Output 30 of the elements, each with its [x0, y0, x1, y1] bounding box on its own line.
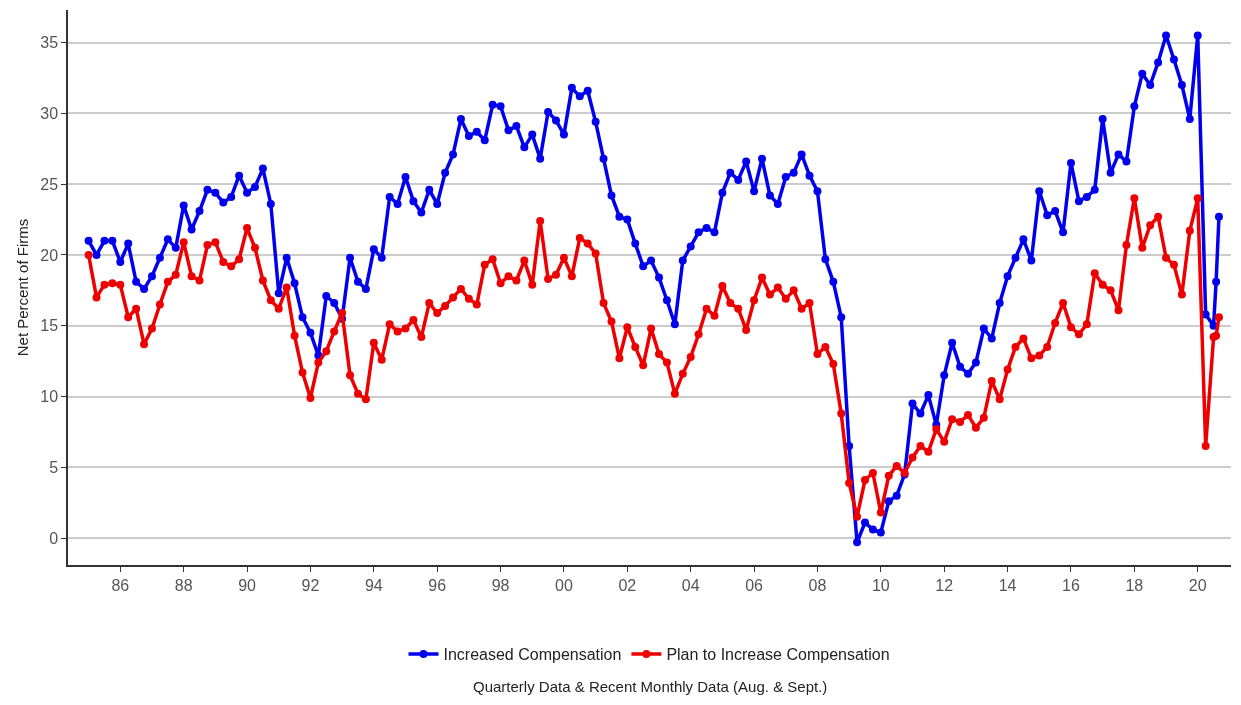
x-tick-label: 86 — [111, 576, 130, 594]
x-tick-label: 88 — [174, 576, 193, 594]
y-tick-label: 35 — [40, 34, 59, 52]
y-tick-label: 10 — [40, 388, 59, 406]
x-tick-label: 06 — [745, 576, 764, 594]
x-tick-label: 92 — [301, 576, 320, 594]
x-tick-label: 98 — [491, 576, 510, 594]
x-tick-label: 20 — [1188, 576, 1207, 594]
x-tick-label: 14 — [998, 576, 1017, 594]
x-tick-label: 10 — [871, 576, 890, 594]
x-tick-label: 90 — [238, 576, 257, 594]
x-tick-label: 12 — [935, 576, 954, 594]
x-tick-label: 08 — [808, 576, 827, 594]
x-tick-label: 00 — [555, 576, 573, 594]
legend-label: Increased Compensation — [443, 646, 622, 664]
x-tick-label: 16 — [1062, 576, 1080, 594]
x-tick-label: 02 — [618, 576, 637, 594]
legend-label: Plan to Increase Compensation — [666, 646, 890, 664]
y-tick-label: 15 — [40, 317, 59, 335]
x-tick-label: 96 — [428, 576, 447, 594]
text: Quarterly Data & Recent Monthly Data (Aug. & Sept.) — [473, 678, 828, 695]
x-tick-label: 04 — [681, 576, 700, 594]
y-tick-label: 20 — [40, 246, 59, 264]
y-tick-label: 30 — [40, 104, 59, 122]
x-tick-label: 18 — [1125, 576, 1144, 594]
y-axis-title: Net Percent of Firms — [13, 218, 31, 357]
x-tick-label: 94 — [364, 576, 383, 594]
y-tick-label: 5 — [49, 458, 59, 476]
y-tick-label: 0 — [49, 529, 59, 547]
y-tick-label: 25 — [40, 175, 59, 193]
